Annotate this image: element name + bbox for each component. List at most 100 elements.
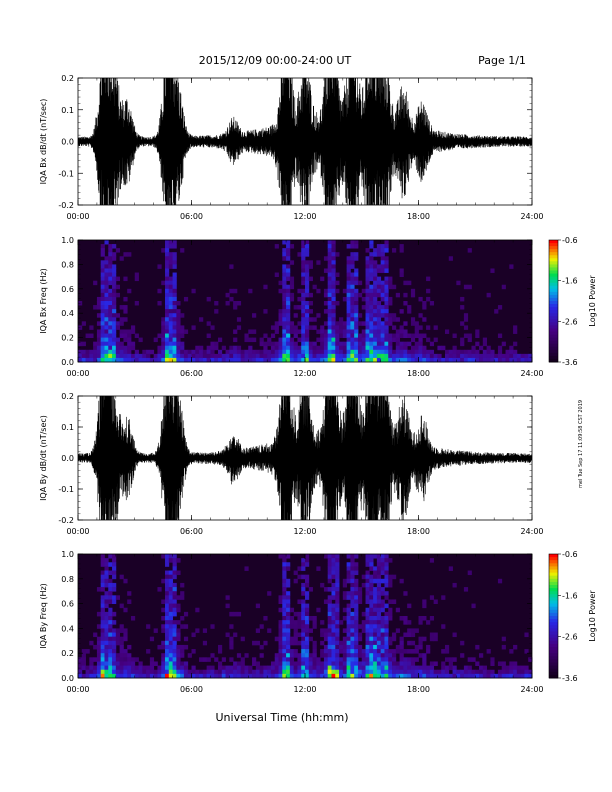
spectrogram-cell	[437, 353, 442, 359]
spectrogram-cell	[100, 616, 105, 621]
spectrogram-cell	[293, 640, 298, 646]
spectrogram-cell	[335, 582, 340, 588]
spectrogram-cell	[119, 317, 124, 322]
spectrogram-cell	[112, 272, 117, 277]
spectrogram-cell	[282, 673, 287, 679]
spectrogram-cell	[380, 628, 385, 633]
spectrogram-cell	[392, 636, 397, 642]
spectrogram-cell	[414, 333, 419, 338]
spectrogram-cell	[346, 357, 351, 363]
spectrogram-cell	[354, 636, 359, 642]
spectrogram-cell	[373, 591, 378, 596]
spectrogram-cell	[335, 611, 340, 617]
spectrogram-cell	[410, 292, 416, 298]
spectrogram-cell	[346, 607, 351, 613]
spectrogram-cell	[161, 665, 166, 671]
spectrogram-cell	[96, 321, 102, 326]
spectrogram-cell	[112, 620, 117, 625]
colorbar-swatch	[549, 331, 558, 336]
spectrogram-cell	[354, 628, 359, 633]
spectrogram-cell	[236, 673, 242, 679]
spectrogram-cell	[376, 341, 382, 347]
colorbar-swatch	[549, 619, 558, 623]
spectrogram-cell	[168, 329, 173, 334]
spectrogram-cell	[221, 673, 226, 679]
spectrogram-cell	[426, 353, 431, 359]
spectrogram-cell	[108, 296, 113, 302]
spectrogram-cell	[301, 611, 306, 617]
spectrogram-cell	[327, 305, 332, 310]
spectrogram-cell	[195, 669, 200, 675]
spectrogram-cell	[297, 640, 302, 646]
spectrogram-cell	[259, 337, 264, 343]
spectrogram-cell	[119, 603, 124, 609]
spectrogram-cell	[301, 292, 306, 298]
spectrogram-cell	[248, 345, 253, 351]
spectrogram-cell	[441, 649, 446, 654]
spectrogram-cell	[301, 341, 306, 347]
spectrogram-cell	[297, 665, 302, 671]
spectrogram-cell	[96, 624, 102, 629]
spectrogram-cell	[335, 616, 340, 621]
spectrogram-cell	[172, 260, 177, 265]
spectrogram-cell	[252, 349, 257, 355]
spectrogram-cell	[286, 603, 291, 609]
spectrogram-cell	[350, 240, 355, 245]
spectrogram-cell	[233, 349, 238, 355]
spectrogram-cell	[168, 357, 173, 363]
spectrogram-cell	[380, 256, 385, 261]
spectrogram-cell	[426, 665, 431, 671]
spectrogram-cell	[373, 587, 378, 592]
spectrogram-cell	[165, 240, 170, 245]
spectrogram-cell	[361, 611, 366, 617]
spectrogram-cell	[165, 288, 170, 294]
spectrogram-cell	[342, 321, 348, 326]
spectrogram-cell	[331, 280, 336, 286]
spectrogram-cell	[354, 333, 359, 338]
spectrogram-cell	[414, 649, 419, 654]
spectrogram-cell	[376, 673, 382, 679]
spectrogram-cell	[365, 578, 370, 584]
spectrogram-cell	[403, 661, 408, 666]
spectrogram-cell	[380, 587, 385, 592]
spectrogram-cell	[305, 349, 310, 355]
spectrogram-cell	[331, 276, 336, 282]
colorbar-swatch	[549, 622, 558, 626]
spectrogram-cell	[278, 313, 283, 318]
spectrogram-cell	[392, 657, 397, 662]
spectrogram-cell	[346, 628, 351, 633]
spectrogram-cell	[365, 574, 370, 580]
spectrogram-cell	[331, 653, 336, 658]
spectrogram-cell	[528, 353, 533, 359]
spectrogram-cell	[149, 669, 155, 675]
panel-bx_wave: 00:00 06:00 12:00 18:00 24:000.20.10.0-0.1-0…	[39, 74, 544, 221]
colorbar-swatch	[549, 358, 558, 363]
spectrogram-cell	[108, 345, 113, 351]
spectrogram-cell	[327, 252, 332, 257]
spectrogram-cell	[471, 657, 476, 662]
spectrogram-cell	[509, 353, 514, 359]
spectrogram-cell	[388, 574, 393, 580]
spectrogram-cell	[85, 353, 90, 359]
spectrogram-cell	[278, 620, 283, 625]
spectrogram-cell	[289, 341, 295, 347]
spectrogram-cell	[96, 640, 102, 646]
spectrogram-cell	[286, 578, 291, 584]
spectrogram-cell	[168, 305, 173, 310]
figure-title: 2015/12/09 00:00-24:00 UT	[199, 54, 352, 67]
spectrogram-cell	[384, 554, 389, 559]
spectrogram-cell	[350, 657, 355, 662]
spectrogram-cell	[418, 669, 423, 675]
spectrogram-cell	[282, 341, 287, 347]
spectrogram-cell	[172, 591, 177, 596]
spectrogram-cell	[342, 661, 348, 666]
spectrogram-cell	[104, 272, 109, 277]
spectrogram-cell	[373, 329, 378, 334]
spectrogram-cell	[316, 345, 321, 351]
spectrogram-cell	[293, 620, 298, 625]
spectrogram-cell	[78, 341, 83, 347]
spectrogram-cell	[373, 673, 378, 679]
spectrogram-cell	[165, 591, 170, 596]
spectrogram-cell	[452, 582, 457, 588]
